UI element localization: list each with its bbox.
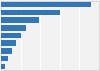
Bar: [1, 40, 16, 46]
Bar: [1, 25, 26, 31]
Bar: [1, 64, 5, 69]
Bar: [1, 48, 12, 54]
Bar: [1, 2, 91, 7]
Bar: [1, 17, 39, 23]
Bar: [1, 33, 21, 38]
Bar: [1, 56, 8, 61]
Bar: [1, 10, 60, 15]
